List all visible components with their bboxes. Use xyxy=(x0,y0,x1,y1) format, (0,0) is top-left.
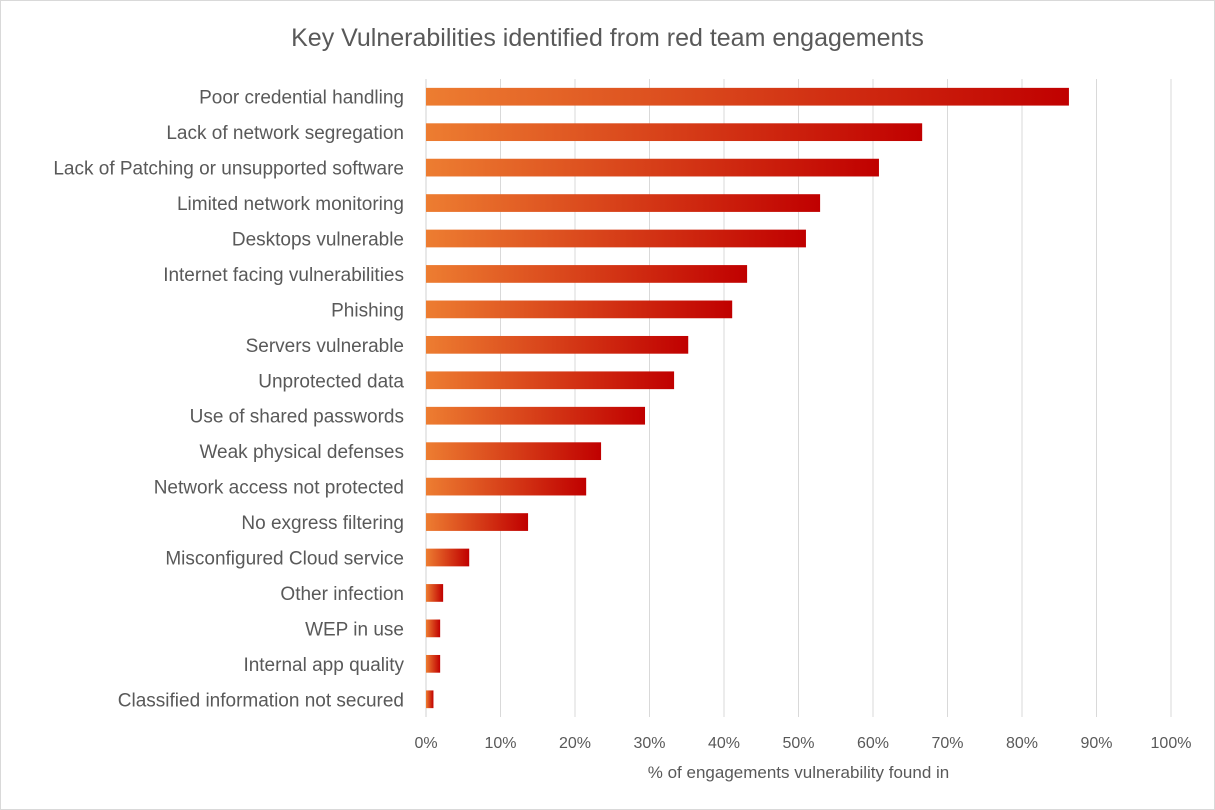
bar xyxy=(426,442,602,461)
category-label: No exgress filtering xyxy=(241,513,404,534)
x-tick-label: 10% xyxy=(484,735,516,752)
bar xyxy=(426,123,923,142)
category-label: Servers vulnerable xyxy=(246,336,404,357)
x-tick-label: 0% xyxy=(414,735,437,752)
bar xyxy=(426,194,821,212)
category-label: Phishing xyxy=(331,300,404,321)
bar xyxy=(426,158,879,177)
bar xyxy=(426,477,587,496)
category-label: Classified information not secured xyxy=(118,690,404,711)
x-tick-label: 90% xyxy=(1080,735,1112,752)
x-tick-label: 40% xyxy=(708,735,740,752)
category-label: Desktops vulnerable xyxy=(232,230,404,251)
x-axis-title: % of engagements vulnerability found in xyxy=(647,763,950,782)
x-tick-label: 80% xyxy=(1006,735,1038,752)
category-label: Use of shared passwords xyxy=(190,407,404,428)
x-tick-label: 20% xyxy=(559,735,591,752)
category-label: Internet facing vulnerabilities xyxy=(163,265,404,286)
category-label: WEP in use xyxy=(305,619,404,640)
bars xyxy=(426,87,1069,709)
x-tick-label: 70% xyxy=(931,735,963,752)
bar xyxy=(426,300,733,319)
category-label: Internal app quality xyxy=(243,655,404,676)
bar xyxy=(426,229,806,248)
gridlines xyxy=(425,79,1172,717)
bar xyxy=(426,654,441,673)
x-tick-label: 50% xyxy=(782,735,814,752)
bar xyxy=(426,584,444,602)
category-label: Poor credential handling xyxy=(199,88,404,109)
x-tick-labels: 0% 10% 20% 30% 40% 50% 60% 70% 80% 90% 100% xyxy=(414,735,1191,752)
bar xyxy=(426,406,646,425)
bar xyxy=(426,87,1069,106)
bar xyxy=(426,619,441,638)
category-label: Weak physical defenses xyxy=(199,442,404,463)
x-tick-label: 60% xyxy=(857,735,889,752)
bar xyxy=(426,513,529,531)
chart-title: Key Vulnerabilities identified from red … xyxy=(291,24,924,52)
category-label: Limited network monitoring xyxy=(177,194,404,215)
category-labels: Poor credential handling Lack of network … xyxy=(53,88,404,712)
bar xyxy=(426,371,675,390)
category-label: Lack of Patching or unsupported software xyxy=(53,159,404,180)
x-tick-label: 100% xyxy=(1151,735,1192,752)
category-label: Network access not protected xyxy=(154,478,404,499)
x-tick-label: 30% xyxy=(633,735,665,752)
category-label: Unprotected data xyxy=(258,371,404,392)
category-label: Other infection xyxy=(280,584,404,605)
bar xyxy=(426,548,470,567)
bar xyxy=(426,265,748,283)
bar xyxy=(426,335,689,354)
category-label: Misconfigured Cloud service xyxy=(165,549,404,570)
category-label: Lack of network segregation xyxy=(166,123,404,144)
bar xyxy=(426,690,434,709)
